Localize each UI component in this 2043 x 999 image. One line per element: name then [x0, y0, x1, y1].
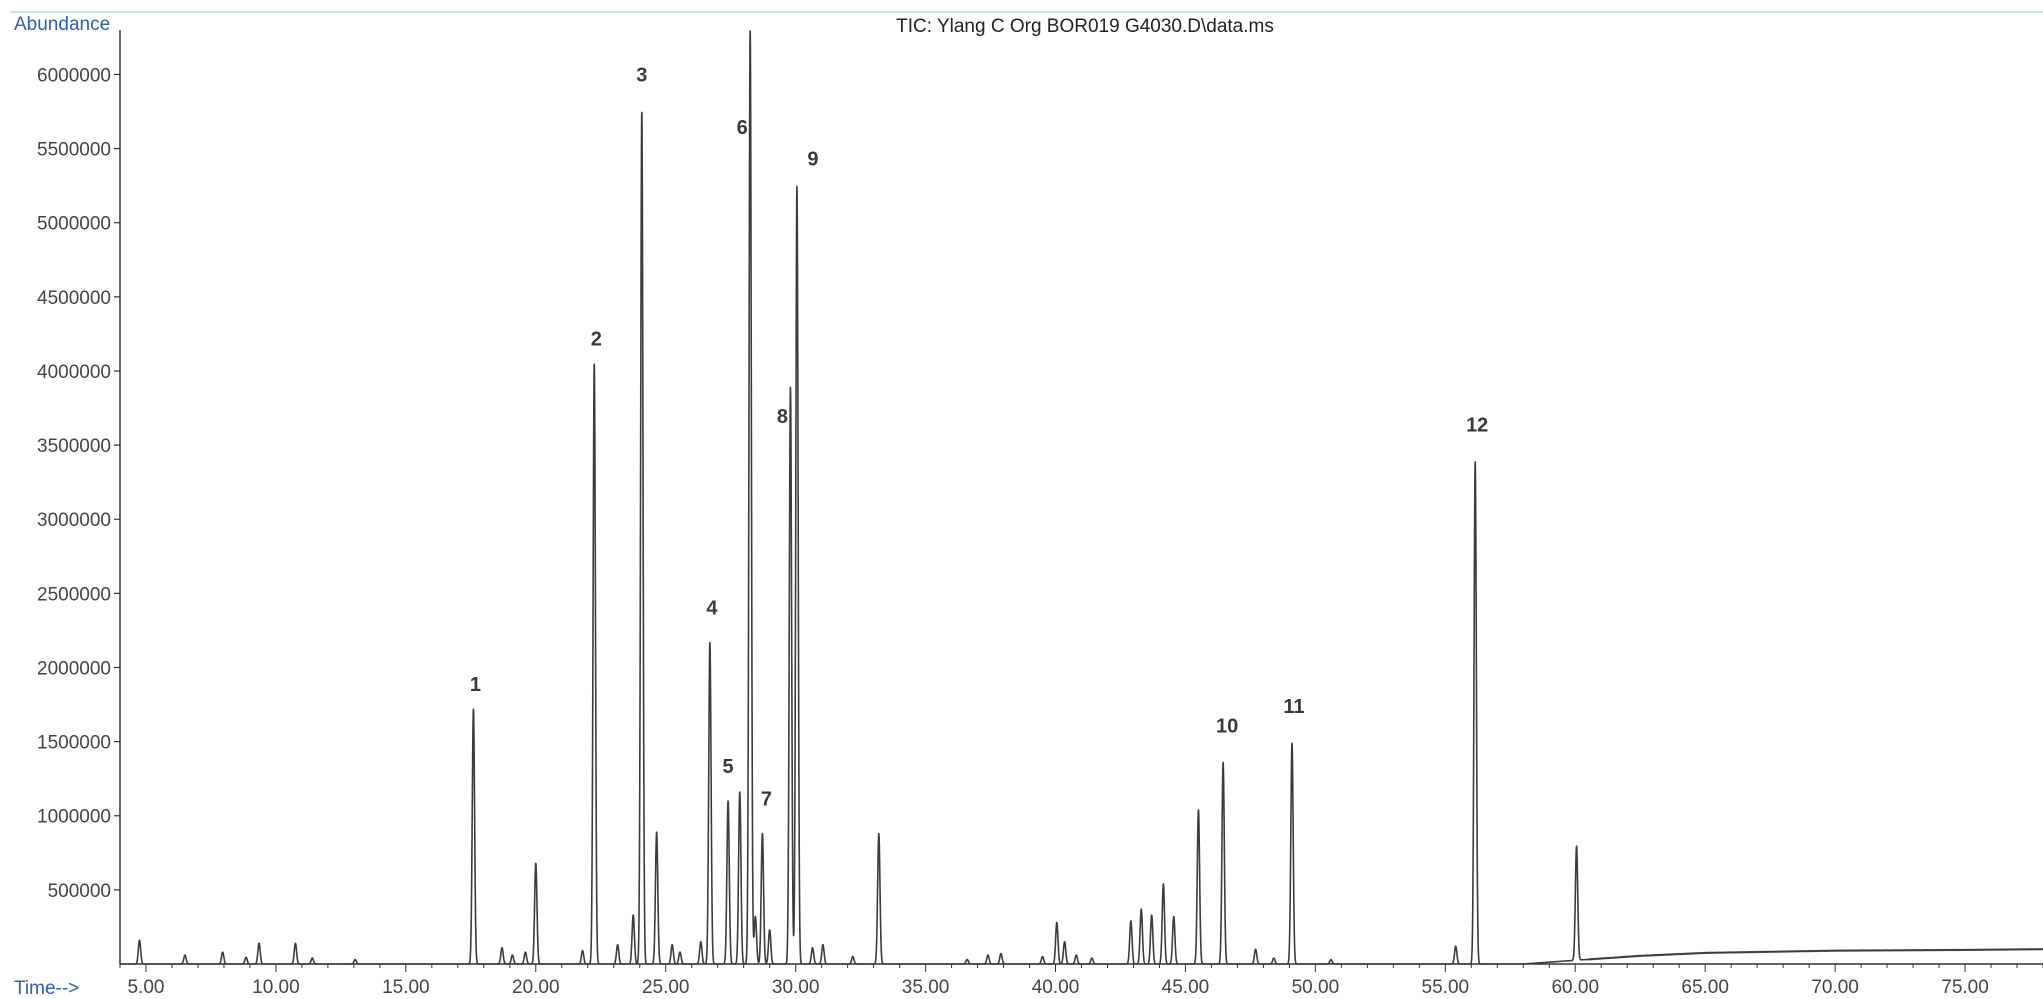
- y-tick-label: 2000000: [37, 658, 111, 679]
- x-axis-label: Time-->: [14, 978, 79, 999]
- y-tick-label: 5000000: [37, 214, 111, 235]
- x-tick-label: 30.00: [772, 977, 820, 998]
- peak-label: 2: [591, 329, 602, 351]
- tic-trace-line: [119, 30, 2043, 965]
- y-tick-label: 5500000: [37, 140, 111, 161]
- peak-label: 6: [737, 117, 748, 139]
- x-tick-label: 75.00: [1941, 977, 1989, 998]
- x-tick-label: 55.00: [1422, 977, 1470, 998]
- x-axis-ticks: 5.00 10.00 15.00 20.00 25.00 30.00 35.00 40.00 4…: [119, 964, 2043, 998]
- peak-label: 4: [706, 597, 718, 619]
- x-tick-label: 65.00: [1681, 977, 1729, 998]
- y-axis-label: Abundance: [14, 14, 110, 35]
- peak-label: 7: [761, 788, 772, 810]
- peak-label: 9: [807, 149, 818, 171]
- x-tick-label: 40.00: [1032, 977, 1080, 998]
- x-tick-label: 45.00: [1162, 977, 1210, 998]
- x-tick-label: 70.00: [1811, 977, 1859, 998]
- x-tick-label: 5.00: [127, 977, 164, 998]
- y-tick-label: 2500000: [37, 584, 111, 605]
- x-tick-label: 60.00: [1551, 977, 1599, 998]
- y-tick-label: 3500000: [37, 436, 111, 457]
- y-tick-label: 1000000: [37, 807, 111, 828]
- y-tick-label: 3000000: [37, 510, 111, 531]
- y-tick-label: 4500000: [37, 288, 111, 309]
- peak-label: 1: [470, 674, 481, 696]
- peak-label: 11: [1283, 696, 1304, 718]
- chart-title: TIC: Ylang C Org BOR019 G4030.D\data.ms: [896, 16, 1274, 37]
- x-tick-label: 10.00: [252, 977, 300, 998]
- y-tick-label: 6000000: [37, 65, 111, 86]
- peak-label: 8: [777, 406, 788, 428]
- x-tick-label: 35.00: [902, 977, 950, 998]
- peak-label: 10: [1216, 715, 1238, 737]
- x-tick-label: 15.00: [382, 977, 430, 998]
- peak-label: 5: [723, 756, 734, 778]
- y-tick-label: 1500000: [37, 733, 111, 754]
- x-tick-label: 20.00: [512, 977, 560, 998]
- y-tick-label: 4000000: [37, 362, 111, 383]
- x-tick-label: 25.00: [642, 977, 690, 998]
- x-tick-label: 50.00: [1292, 977, 1340, 998]
- peak-label: 3: [636, 65, 647, 87]
- y-tick-label: 500000: [48, 881, 111, 902]
- axes: [119, 30, 2043, 965]
- peak-label: 12: [1466, 414, 1488, 436]
- y-axis-ticks: 500000 1000000 1500000 2000000 2500000 300000…: [37, 65, 120, 902]
